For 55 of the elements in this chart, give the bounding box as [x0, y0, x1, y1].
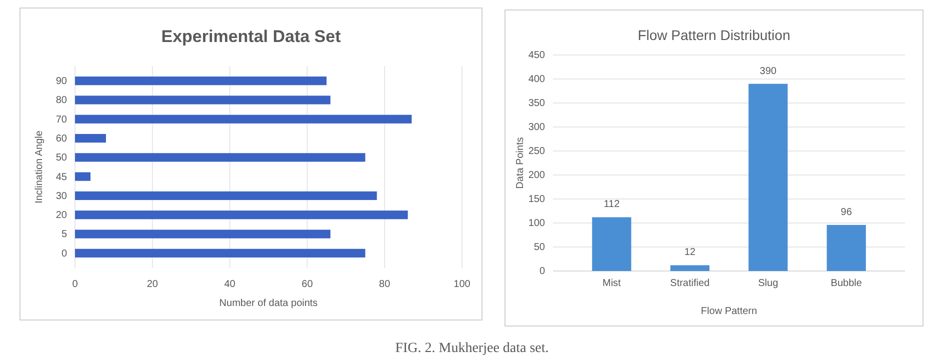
y-tick-label: 450	[528, 50, 546, 62]
bar	[75, 172, 90, 181]
y-tick-label: 250	[528, 146, 546, 158]
bar	[75, 76, 327, 86]
y-tick-label: 30	[56, 190, 68, 202]
y-axis-title: Data Points	[515, 137, 526, 189]
y-tick-label: 0	[539, 266, 546, 278]
x-tick-label: 100	[454, 279, 471, 290]
x-tick-label: 20	[146, 279, 158, 290]
bar	[75, 230, 330, 238]
y-tick-label: 50	[534, 242, 546, 254]
x-tick-label: Stratified	[670, 278, 710, 290]
y-tick-label: 5	[61, 229, 68, 240]
data-label: 96	[840, 206, 852, 218]
x-tick-label: Mist	[602, 278, 622, 290]
caption: FIG. 2. Mukherjee data set.	[395, 341, 549, 356]
x-tick-label: 40	[224, 279, 236, 290]
y-tick-label: 100	[528, 218, 546, 230]
x-axis-title: Flow Pattern	[700, 306, 758, 317]
y-tick-label: 90	[56, 76, 68, 88]
chart-title: Flow Pattern Distribution	[638, 27, 790, 43]
bar	[826, 224, 866, 271]
y-tick-label: 0	[61, 248, 68, 260]
data-label: 390	[760, 66, 777, 77]
y-tick-label: 45	[56, 172, 68, 183]
bar	[748, 84, 788, 271]
y-tick-label: 70	[56, 114, 68, 126]
bar	[75, 114, 412, 124]
x-tick-label: 0	[72, 279, 78, 290]
y-tick-label: 150	[528, 194, 546, 206]
y-tick-label: 20	[56, 210, 68, 222]
bar	[670, 265, 710, 271]
chart-title: Experimental Data Set	[161, 27, 342, 46]
x-tick-label: 60	[302, 279, 314, 290]
y-tick-label: 350	[528, 98, 546, 110]
bar	[75, 96, 330, 104]
bar	[75, 134, 106, 143]
y-tick-label: 300	[528, 122, 546, 134]
data-label: 12	[684, 247, 696, 258]
x-tick-label: Bubble	[830, 278, 862, 290]
bar	[75, 210, 408, 220]
y-tick-label: 400	[528, 74, 546, 86]
bar	[592, 217, 632, 271]
y-tick-label: 200	[528, 170, 546, 182]
x-tick-label: 80	[379, 279, 391, 290]
x-axis-title: Number of data points	[219, 298, 318, 309]
y-tick-label: 60	[56, 133, 68, 144]
y-tick-label: 50	[56, 152, 68, 164]
bar	[75, 248, 366, 258]
bar	[75, 153, 366, 162]
y-axis-title: Inclination Angle	[34, 130, 45, 204]
y-tick-label: 80	[56, 95, 68, 106]
data-label: 112	[604, 199, 620, 210]
bar	[75, 191, 377, 200]
x-tick-label: Slug	[758, 278, 778, 290]
